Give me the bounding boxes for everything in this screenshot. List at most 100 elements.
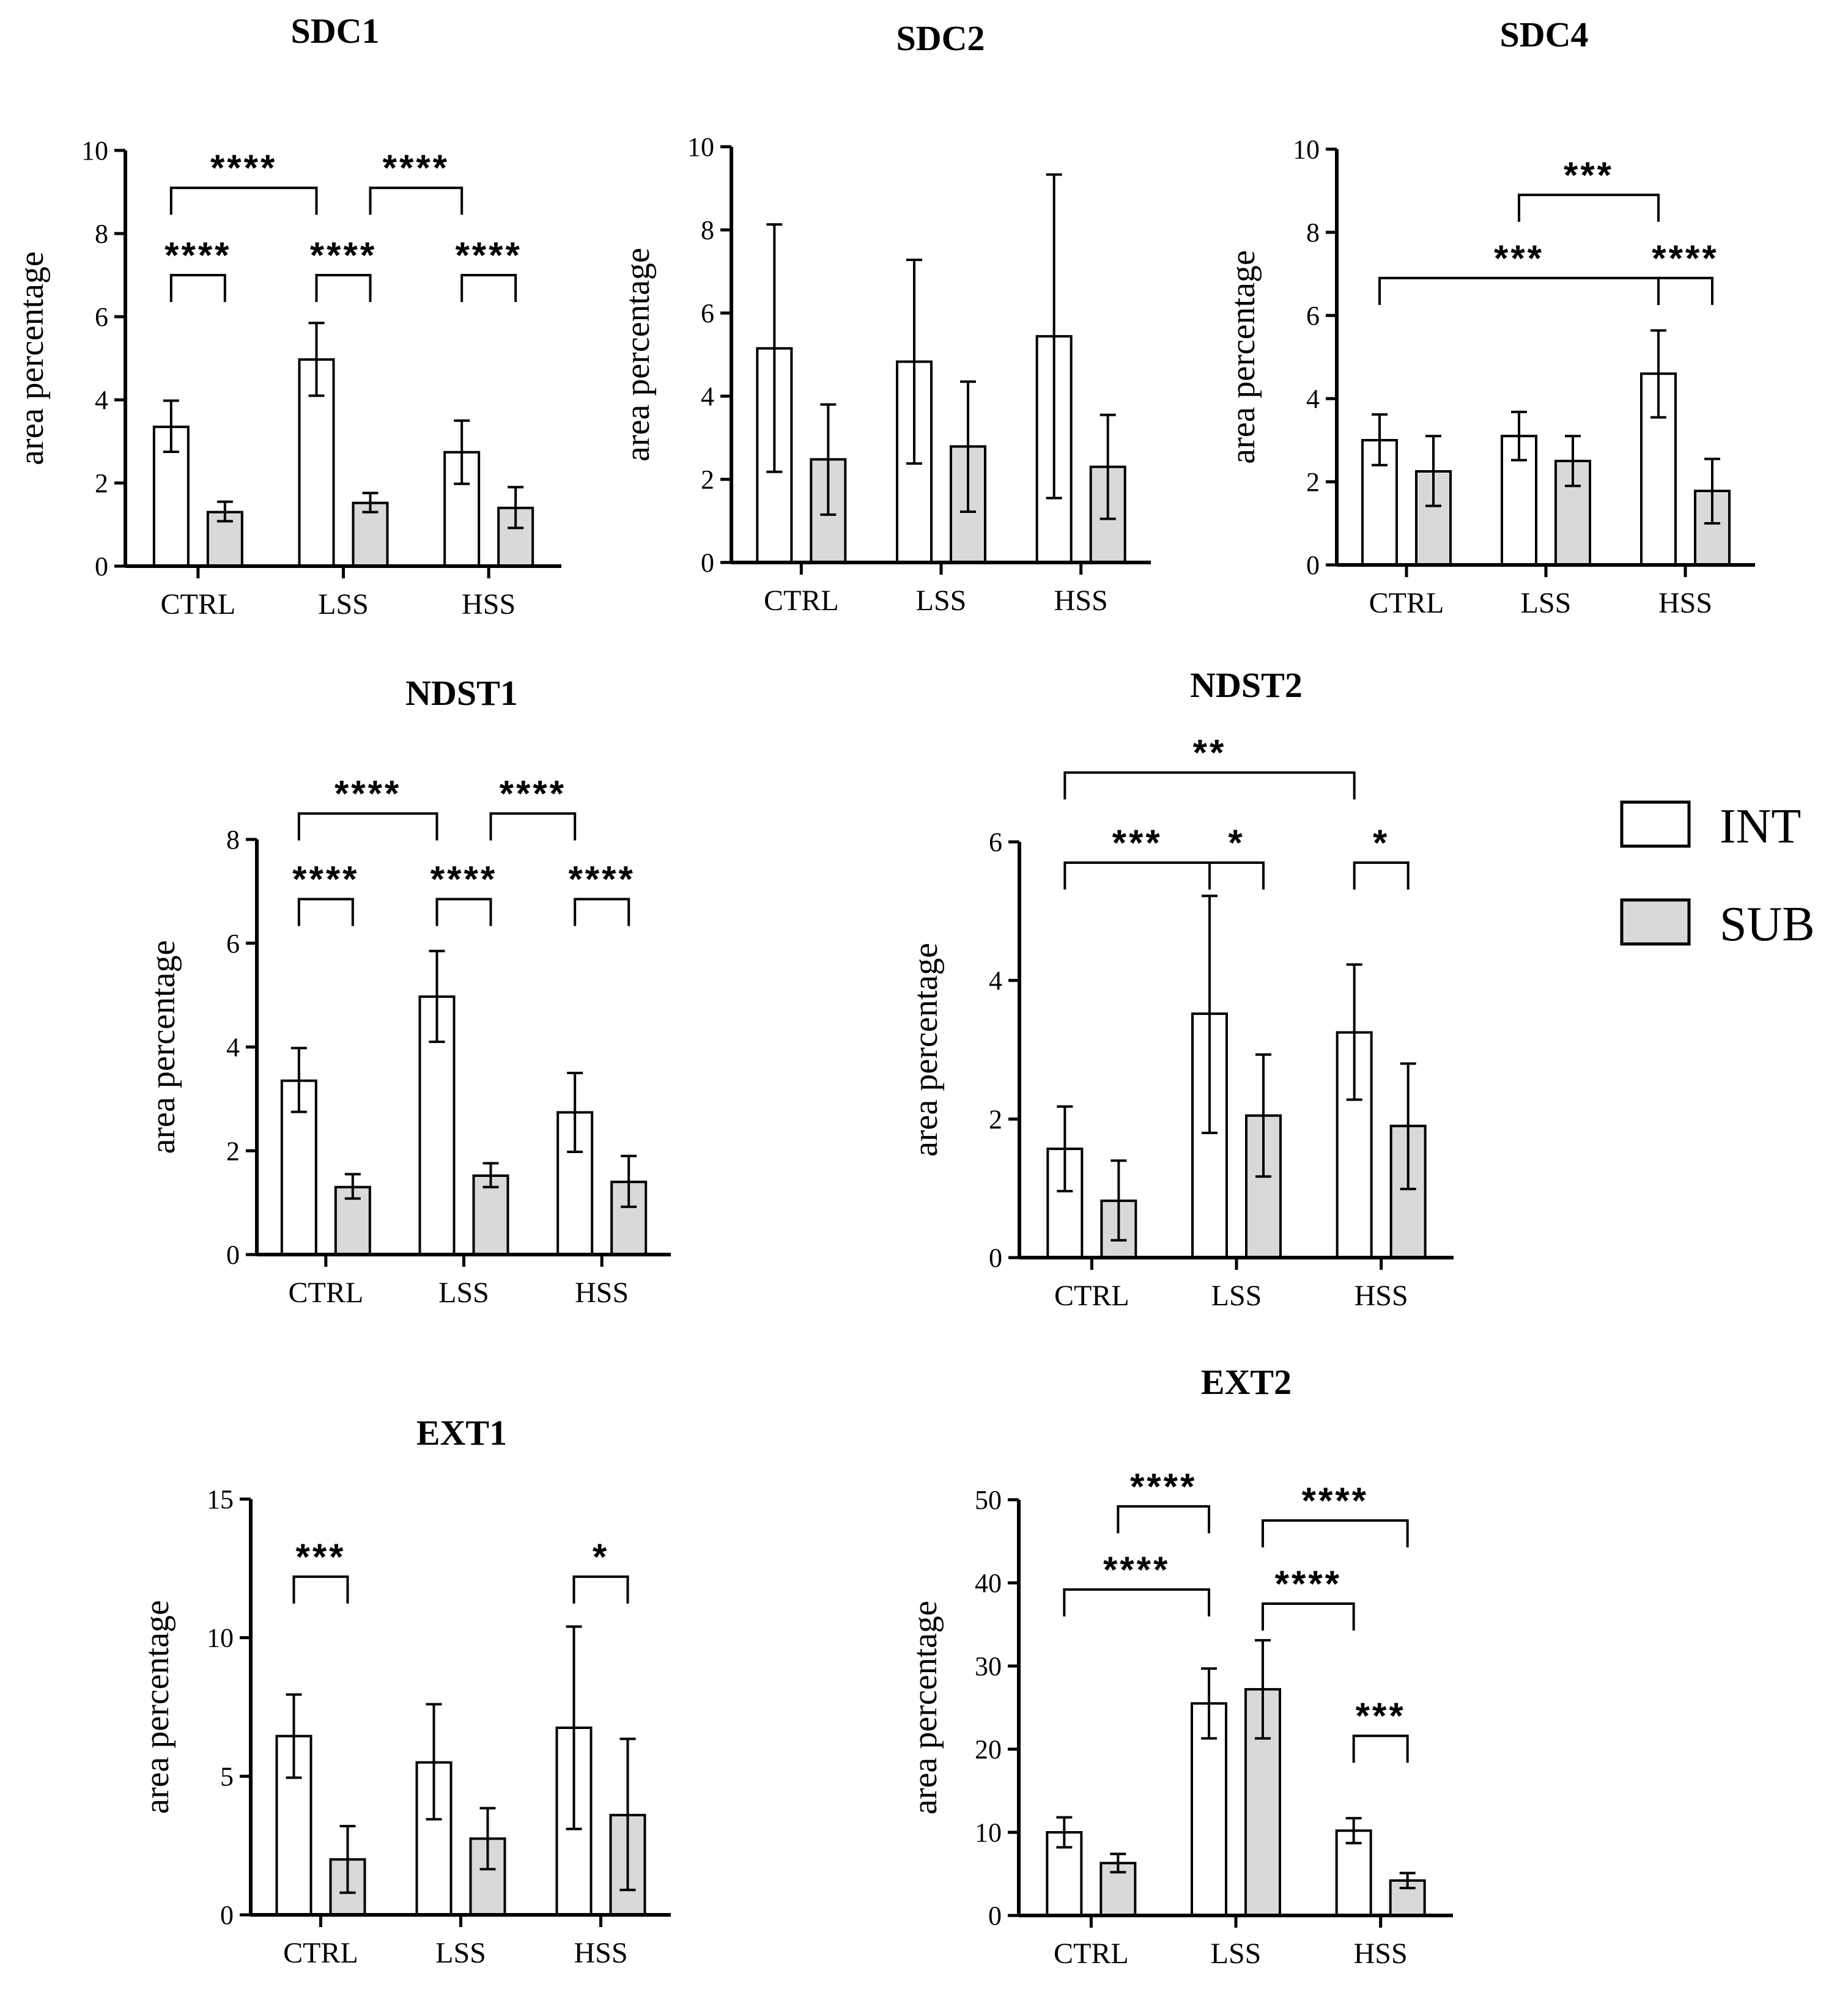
y-axis-label: area percentage xyxy=(1224,250,1262,464)
error-bar-int-hss xyxy=(567,1071,583,1153)
error-bar-int-hss xyxy=(1345,1816,1362,1845)
significance-bracket xyxy=(572,1575,629,1604)
chart-title: NDST1 xyxy=(405,673,518,713)
y-tick-label: 40 xyxy=(975,1568,1002,1598)
significance-bracket xyxy=(292,1575,349,1604)
significance-bracket xyxy=(489,812,577,841)
error-bar-sub-hss xyxy=(1400,1062,1416,1190)
error-bar-sub-lss xyxy=(362,492,379,514)
error-bar-sub-lss xyxy=(960,380,976,514)
y-axis-label: area percentage xyxy=(907,943,945,1157)
significance-bracket xyxy=(315,274,372,302)
significance-label: **** xyxy=(210,147,277,188)
y-tick-label: 0 xyxy=(220,1900,234,1930)
y-tick-label: 15 xyxy=(207,1484,234,1514)
significance-label: *** xyxy=(295,1536,346,1577)
error-bar-int-hss xyxy=(454,419,470,485)
significance-label: **** xyxy=(1275,1563,1342,1604)
x-tick-label: HSS xyxy=(574,1937,627,1969)
error-bar-int-ctrl xyxy=(163,399,179,453)
error-bar-sub-ctrl xyxy=(339,1824,356,1894)
x-tick-label: HSS xyxy=(575,1277,629,1309)
y-tick-label: 2 xyxy=(95,468,108,498)
error-bar-int-ctrl xyxy=(286,1693,302,1779)
y-axis-label: area percentage xyxy=(138,1600,176,1814)
y-tick-label: 0 xyxy=(701,548,714,578)
error-bar-sub-ctrl xyxy=(1110,1852,1126,1874)
chart-title: SDC4 xyxy=(1499,15,1588,54)
error-bar-int-hss xyxy=(566,1625,582,1830)
x-tick-label: HSS xyxy=(1658,587,1712,619)
error-bar-int-hss xyxy=(1346,963,1362,1101)
error-bar-int-ctrl xyxy=(290,1047,307,1113)
y-tick-label: 6 xyxy=(1306,301,1320,331)
bar-sub-lss xyxy=(472,1174,509,1256)
y-tick-label: 2 xyxy=(226,1136,240,1166)
y-tick-label: 5 xyxy=(220,1761,234,1791)
y-tick-label: 6 xyxy=(989,827,1002,857)
significance-bracket xyxy=(1117,1505,1210,1533)
x-tick-label: LSS xyxy=(1521,587,1572,619)
legend: INT SUB xyxy=(1620,800,1815,951)
error-bar-sub-hss xyxy=(621,1154,637,1208)
x-tick-label: HSS xyxy=(1355,1280,1408,1312)
significance-bracket xyxy=(297,898,354,926)
y-tick-label: 6 xyxy=(701,298,714,328)
chart-sdc2: SDC2 area percentage 0 2 4 6 8 10 CTRL LSS HSS xyxy=(619,18,1151,617)
error-bar-sub-hss xyxy=(1399,1871,1416,1890)
error-bar-sub-ctrl xyxy=(1111,1159,1127,1242)
x-tick-label: LSS xyxy=(438,1277,489,1309)
significance-label: *** xyxy=(1112,822,1162,863)
x-tick-label: CTRL xyxy=(764,584,839,617)
error-bar-sub-hss xyxy=(1704,457,1720,525)
y-tick-label: 2 xyxy=(701,465,714,495)
error-bar-int-lss xyxy=(1511,410,1527,462)
significance-bracket xyxy=(1262,1519,1409,1547)
error-bar-int-ctrl xyxy=(1056,1816,1073,1849)
y-tick-label: 4 xyxy=(95,385,108,415)
error-bar-sub-ctrl xyxy=(216,500,233,523)
error-bar-sub-hss xyxy=(619,1738,636,1892)
error-bar-int-hss xyxy=(1650,329,1666,419)
x-tick-label: CTRL xyxy=(283,1937,358,1969)
error-bar-sub-lss xyxy=(1565,435,1581,487)
chart-ndst1: NDST1 area percentage 0 2 4 6 8 CTRL LSS HSS **** *… xyxy=(144,673,671,1309)
error-bar-sub-ctrl xyxy=(1425,435,1441,507)
y-tick-label: 4 xyxy=(701,382,714,411)
chart-title: EXT1 xyxy=(416,1413,507,1453)
significance-bracket xyxy=(1262,1602,1355,1631)
significance-label: **** xyxy=(292,859,359,900)
significance-label: * xyxy=(593,1536,609,1577)
y-tick-label: 0 xyxy=(988,1901,1002,1931)
significance-bracket xyxy=(369,186,464,215)
error-bar-sub-lss xyxy=(1255,1053,1271,1178)
significance-bracket xyxy=(169,274,226,302)
error-bar-int-ctrl xyxy=(1057,1105,1073,1193)
error-bar-sub-ctrl xyxy=(344,1173,361,1200)
significance-label: *** xyxy=(1564,155,1614,196)
x-tick-label: LSS xyxy=(318,588,369,621)
y-axis-label: area percentage xyxy=(906,1601,944,1815)
error-bar-sub-lss xyxy=(1255,1639,1271,1740)
legend-int-swatch xyxy=(1620,800,1691,848)
y-tick-label: 2 xyxy=(1306,467,1320,497)
significance-label: ** xyxy=(1193,732,1227,773)
significance-label: **** xyxy=(455,235,522,276)
y-tick-label: 20 xyxy=(975,1734,1002,1764)
significance-label: **** xyxy=(1130,1466,1197,1507)
significance-bracket xyxy=(169,186,318,215)
legend-int-label: INT xyxy=(1720,800,1801,853)
significance-bracket xyxy=(1352,1734,1409,1763)
significance-bracket xyxy=(1378,276,1660,305)
y-tick-label: 10 xyxy=(207,1623,234,1653)
x-tick-label: LSS xyxy=(1211,1280,1262,1312)
y-tick-label: 8 xyxy=(95,219,108,249)
x-tick-label: LSS xyxy=(435,1937,486,1969)
significance-label: **** xyxy=(431,859,497,900)
y-tick-label: 8 xyxy=(1306,218,1320,248)
x-tick-label: LSS xyxy=(1211,1937,1262,1970)
chart-title: SDC1 xyxy=(290,11,379,51)
significance-label: * xyxy=(1228,822,1244,863)
error-bar-sub-lss xyxy=(479,1807,496,1871)
